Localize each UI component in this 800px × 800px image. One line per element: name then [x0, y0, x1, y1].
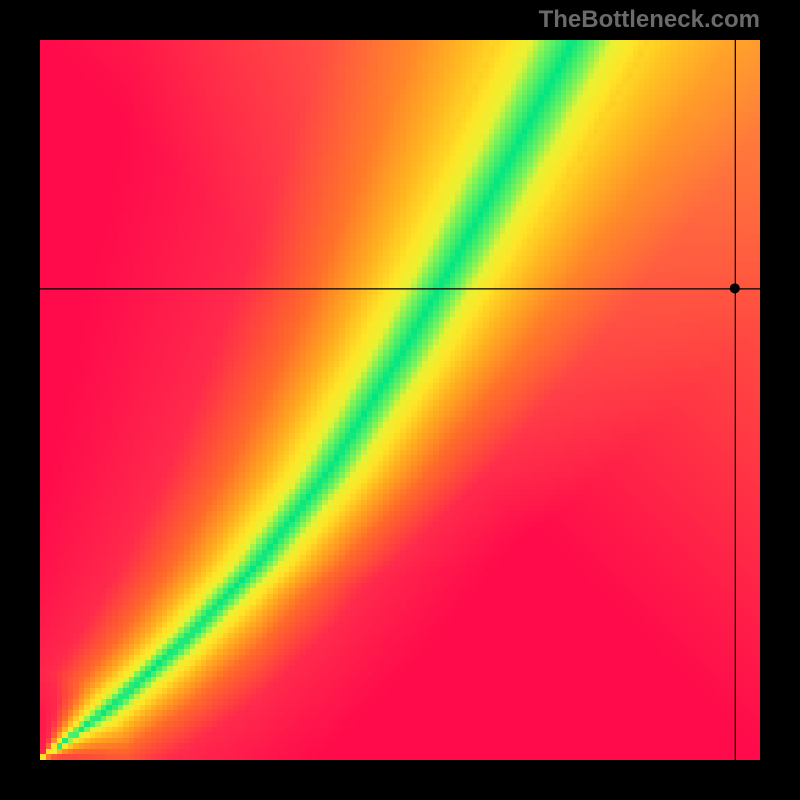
watermark-text: TheBottleneck.com: [539, 6, 760, 34]
bottleneck-heatmap: [40, 40, 760, 760]
chart-container: TheBottleneck.com: [0, 0, 800, 800]
